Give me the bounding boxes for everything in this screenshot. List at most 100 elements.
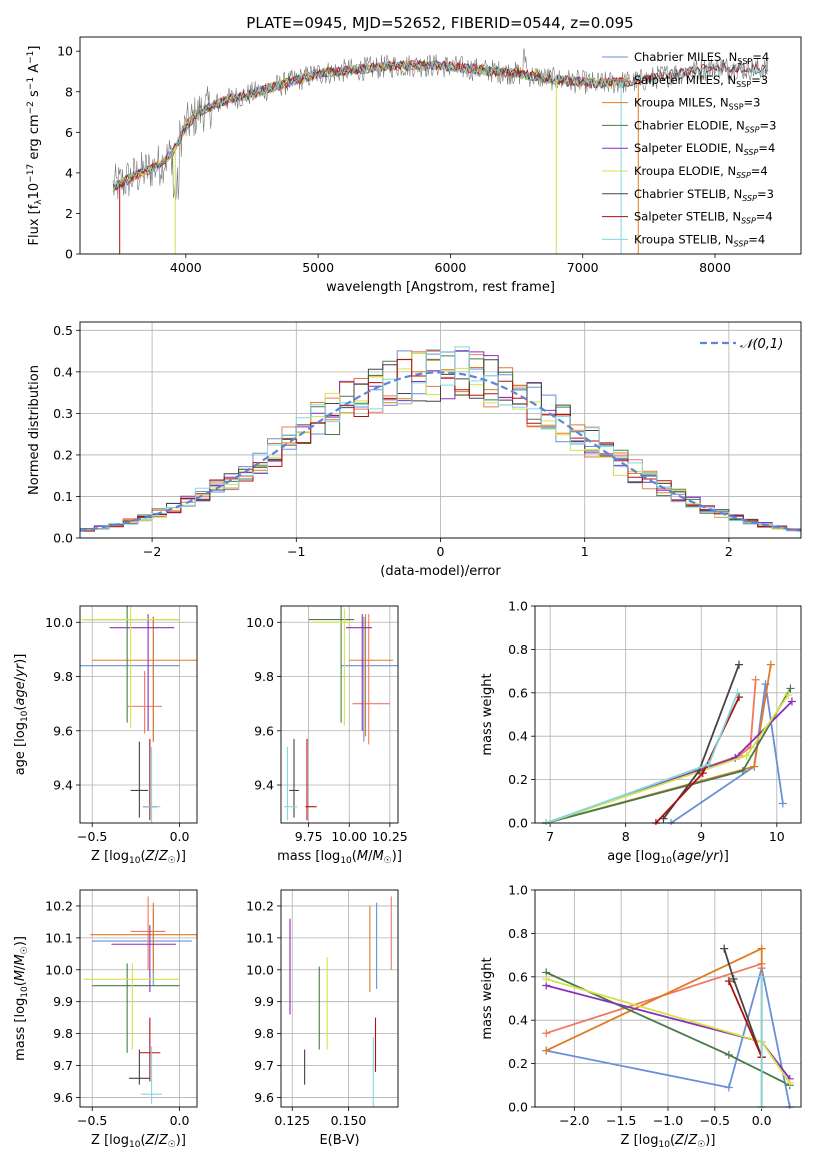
residuals-ytick-label: 0.1 (53, 489, 73, 504)
weight-line (728, 980, 763, 1058)
weight_vs_z-frame (534, 889, 802, 1108)
errorbar-point (142, 738, 157, 821)
spectrum-xtick-label: 6000 (435, 260, 467, 275)
residuals-xtick-label: −2 (143, 544, 161, 559)
weight-marker (787, 697, 796, 706)
mass_vs_ebv-xlabel: E(B-V) (319, 1133, 359, 1148)
weight_vs_z-ytick-label: 0.0 (508, 1100, 528, 1115)
errorbar-point (305, 738, 317, 821)
weight_vs_z-ytick-label: 0.8 (508, 926, 528, 941)
mass_vs_ebv-xtick-label: 0.125 (274, 1113, 310, 1128)
weight-marker (735, 660, 744, 669)
mass_vs_z-ytick-label: 10.1 (45, 930, 73, 945)
age_vs_z-ytick-label: 9.6 (53, 723, 73, 738)
residuals-ylabel: Normed distribution (27, 365, 42, 495)
mass_vs_z-frame (79, 889, 198, 1108)
residuals-hists (80, 346, 801, 532)
age_vs_z-frame (79, 605, 198, 824)
spectrum-ytick-label: 6 (65, 125, 73, 140)
spectrum-ytick-label: 2 (65, 206, 73, 221)
mass_vs_z-ylabel: mass [log10(M/M☉)] (13, 936, 30, 1061)
weight_vs_age-ytick-label: 0.6 (508, 685, 528, 700)
weight-marker (724, 977, 733, 986)
weight_vs_age-xlabel: age [log10(age/yr)] (607, 849, 729, 866)
residuals-xtick-label: 0 (437, 544, 445, 559)
legend-entry: Chabrier MILES, NSSP=4 (634, 50, 769, 66)
residuals-ytick-label: 0.2 (53, 447, 73, 462)
weight_vs_age-ylabel: mass weight (480, 673, 495, 755)
mass_vs_z-ytick-label: 10.0 (45, 962, 73, 977)
spectrum-ytick-label: 8 (65, 84, 73, 99)
age_vs_z-ylabel: age [log10(age/yr)] (13, 654, 30, 776)
weight-marker (733, 688, 742, 697)
age_vs_mass-points (284, 606, 398, 821)
mass_vs_ebv-points (289, 896, 392, 1107)
weight-marker (698, 769, 707, 778)
errorbar-point (308, 606, 355, 723)
spectrum-xtick-label: 4000 (170, 260, 202, 275)
errorbar-point (130, 896, 166, 970)
mass_vs_ebv-ytick-label: 9.6 (254, 1090, 274, 1105)
weight_vs_age-xtick-label: 10 (769, 829, 785, 844)
age_vs_mass-ytick-label: 9.4 (254, 778, 274, 793)
spectrum-ytick-label: 10 (57, 44, 73, 59)
age_vs_mass-ytick-label: 10.0 (246, 615, 274, 630)
errorbar-point (92, 963, 180, 1053)
mass_vs_ebv-ytick-label: 9.7 (254, 1058, 274, 1073)
weight_vs_age-ytick-label: 0.8 (508, 642, 528, 657)
mass_vs_z-ytick-label: 9.7 (53, 1058, 73, 1073)
errorbar-point (109, 614, 175, 731)
spectrum-frame (79, 36, 802, 255)
errorbar-point (346, 614, 372, 731)
age_vs_mass-xtick-label: 9.75 (295, 829, 323, 844)
mass_vs_z-xtick-label: −0.5 (77, 1113, 107, 1128)
mass_vs_z-points (83, 896, 197, 1104)
weight-marker (738, 766, 747, 775)
residuals-ytick-label: 0.3 (53, 406, 73, 421)
weight-marker (542, 1046, 551, 1055)
weight_vs_z-ylabel: mass weight (480, 957, 495, 1039)
weight-line (545, 692, 739, 824)
spectrum-ytick-label: 0 (65, 247, 73, 262)
age_vs_mass-xtick-label: 10.25 (372, 829, 408, 844)
weight_vs_z-xtick-label: −2.0 (559, 1113, 589, 1128)
weight_vs_z-xtick-label: −0.5 (700, 1113, 730, 1128)
weight_vs_z-ytick-label: 0.4 (508, 1013, 528, 1028)
legend-entry: Kroupa ELODIE, NSSP=4 (634, 164, 768, 180)
mass_vs_z-ytick-label: 10.2 (45, 898, 73, 913)
residuals-ytick-label: 0.4 (53, 364, 73, 379)
normal-curve (80, 371, 801, 532)
weight_vs_z-xtick-label: 0.0 (752, 1113, 772, 1128)
weight_vs_age-ytick-label: 0.4 (508, 729, 528, 744)
mass_vs_z-xtick-label: 0.0 (170, 1113, 190, 1128)
errorbar-point (92, 909, 192, 986)
weight_vs_age-xtick-label: 7 (546, 829, 554, 844)
errorbar-point (349, 614, 394, 737)
age_vs_z-ytick-label: 9.4 (53, 778, 73, 793)
residuals-xtick-label: 2 (725, 544, 733, 559)
residuals-ytick-label: 0.0 (53, 531, 73, 546)
residuals-frame (79, 321, 802, 539)
mass_vs_ebv-frame (280, 889, 399, 1108)
age_vs_mass-xlabel: mass [log10(M/M☉)] (277, 849, 402, 866)
mass_vs_ebv-ytick-label: 10.2 (246, 898, 274, 913)
residuals-xtick-label: 1 (581, 544, 589, 559)
age_vs_z-xtick-label: 0.0 (170, 829, 190, 844)
weight_vs_age-ytick-label: 0.0 (508, 816, 528, 831)
weight-marker (757, 972, 766, 981)
mass_vs_ebv-xtick-label: 0.150 (331, 1113, 367, 1128)
weight_vs_age-ytick-label: 0.2 (508, 772, 528, 787)
figure-title: PLATE=0945, MJD=52652, FIBERID=0544, z=0… (246, 14, 633, 32)
weight-marker (729, 974, 738, 983)
weight-marker (704, 760, 713, 769)
weight-line (546, 967, 791, 1108)
errorbar-point (311, 608, 353, 726)
weight_vs_z-xlabel: Z [log10(Z/Z☉)] (621, 1133, 716, 1150)
weight-marker (766, 660, 775, 669)
spectrum-xtick-label: 7000 (567, 260, 599, 275)
errorbar-point (111, 925, 177, 993)
age_vs_mass-ytick-label: 9.8 (254, 669, 274, 684)
residuals-xlabel: (data-model)/error (380, 564, 501, 579)
age_vs_z-xtick-label: −0.5 (77, 829, 107, 844)
